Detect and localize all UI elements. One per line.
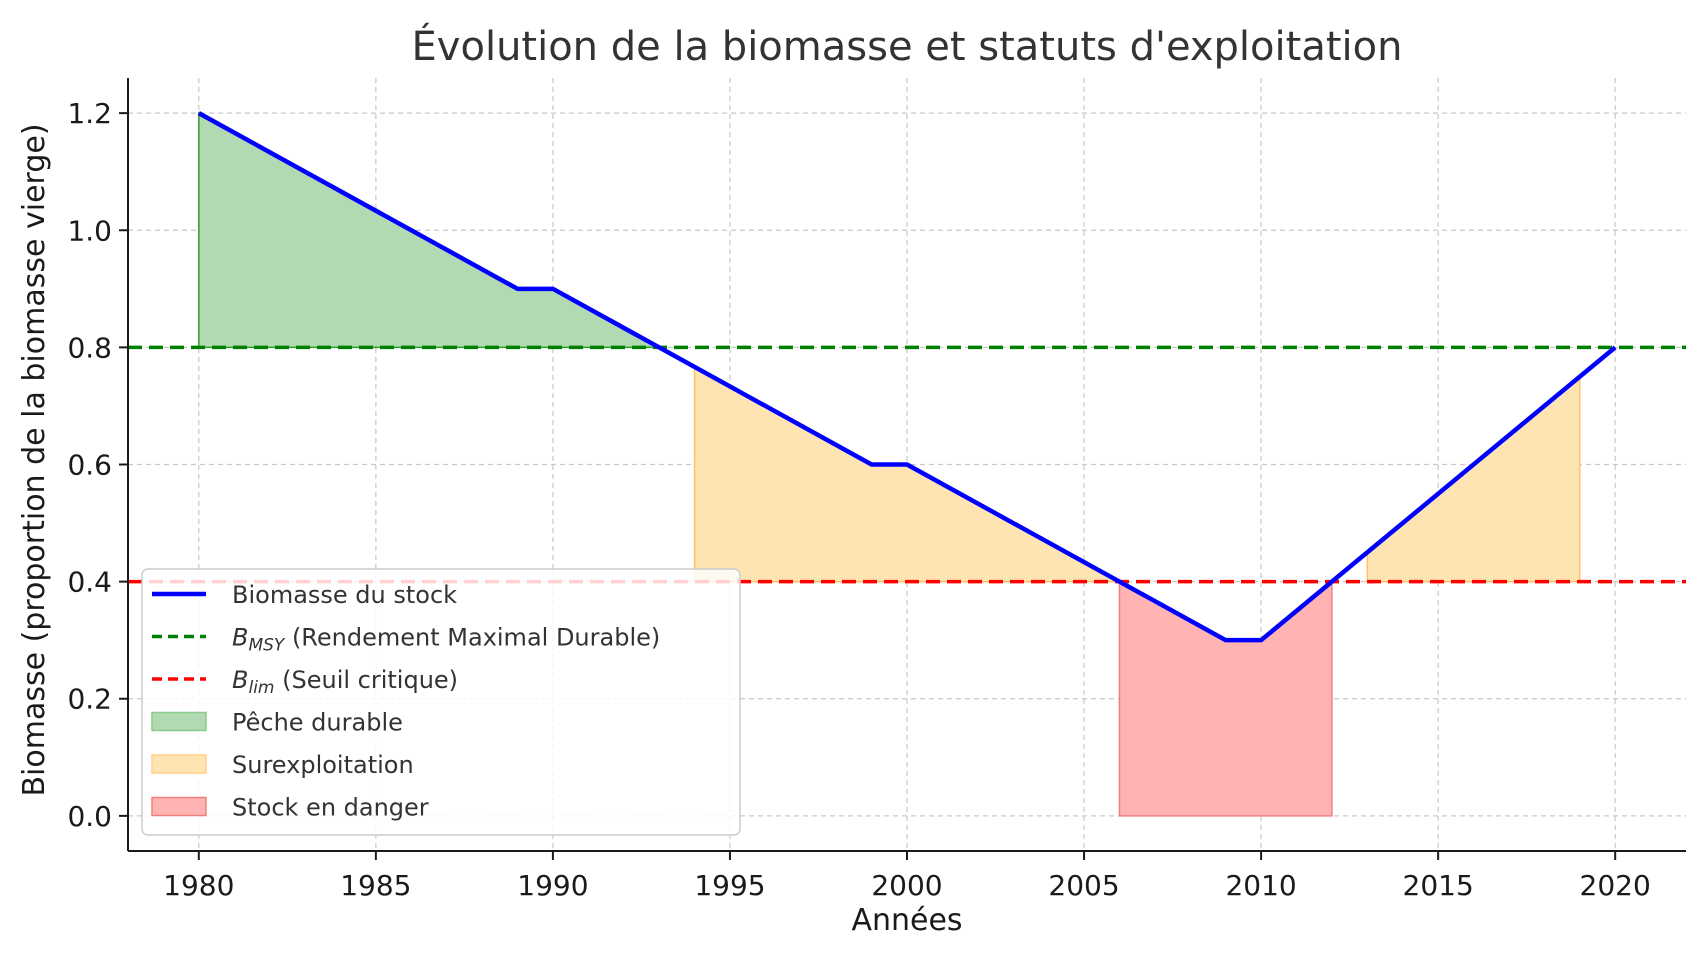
legend-item-p-che-durable: Pêche durable bbox=[232, 709, 403, 737]
y-tick-label: 0.6 bbox=[67, 449, 112, 482]
legend-item-rendement-maximal-durable: BMSY (Rendement Maximal Durable) bbox=[232, 624, 660, 656]
y-tick-label: 1.0 bbox=[67, 214, 112, 247]
legend-swatch-patch bbox=[151, 711, 207, 732]
y-tick-label: 0.8 bbox=[67, 331, 112, 364]
x-tick-label: 2000 bbox=[871, 869, 942, 902]
legend-swatch-patch bbox=[151, 754, 207, 774]
legend-swatch-patch bbox=[151, 796, 207, 817]
legend: Biomasse du stock BMSY (Rendement Maximal… bbox=[141, 568, 741, 836]
x-tick-label: 2015 bbox=[1403, 869, 1474, 902]
y-tick-label: 0.0 bbox=[67, 800, 112, 833]
legend-item-surexploitation: Surexploitation bbox=[232, 751, 414, 779]
x-tick-label: 1995 bbox=[694, 869, 765, 902]
x-tick-label: 1980 bbox=[163, 869, 234, 902]
region-stock-en-danger bbox=[1118, 580, 1333, 817]
legend-box bbox=[141, 568, 741, 836]
region-surexploitation bbox=[693, 365, 1120, 583]
x-tick-label: 2005 bbox=[1048, 869, 1119, 902]
series-line-biomasse bbox=[197, 111, 1617, 643]
legend-item-stock-en-danger: Stock en danger bbox=[232, 794, 429, 822]
x-tick-label: 1990 bbox=[517, 869, 588, 902]
legend-item-biomasse-du-stock: Biomasse du stock bbox=[232, 581, 457, 609]
y-tick-label: 1.2 bbox=[67, 97, 112, 130]
legend-item-seuil-critique: Blim (Seuil critique) bbox=[232, 666, 458, 698]
x-tick-label: 2020 bbox=[1580, 869, 1651, 902]
y-axis-ticks: 0.0 0.2 0.4 0.6 0.8 1.0 1.2 bbox=[67, 97, 128, 833]
x-axis-label: Années bbox=[851, 903, 962, 938]
series-group bbox=[197, 111, 1617, 643]
x-tick-label: 1985 bbox=[340, 869, 411, 902]
x-axis-ticks: 1980 1985 1990 1995 2000 2005 2010 2015 2020 bbox=[163, 851, 1651, 902]
chart-title: Évolution de la biomasse et statuts d'ex… bbox=[412, 22, 1403, 70]
y-tick-label: 0.4 bbox=[67, 566, 112, 599]
y-axis-label: Biomasse (proportion de la biomasse vier… bbox=[17, 123, 52, 796]
y-tick-label: 0.2 bbox=[67, 683, 112, 716]
region-surexploitation bbox=[1366, 375, 1581, 583]
x-tick-label: 2010 bbox=[1225, 869, 1296, 902]
